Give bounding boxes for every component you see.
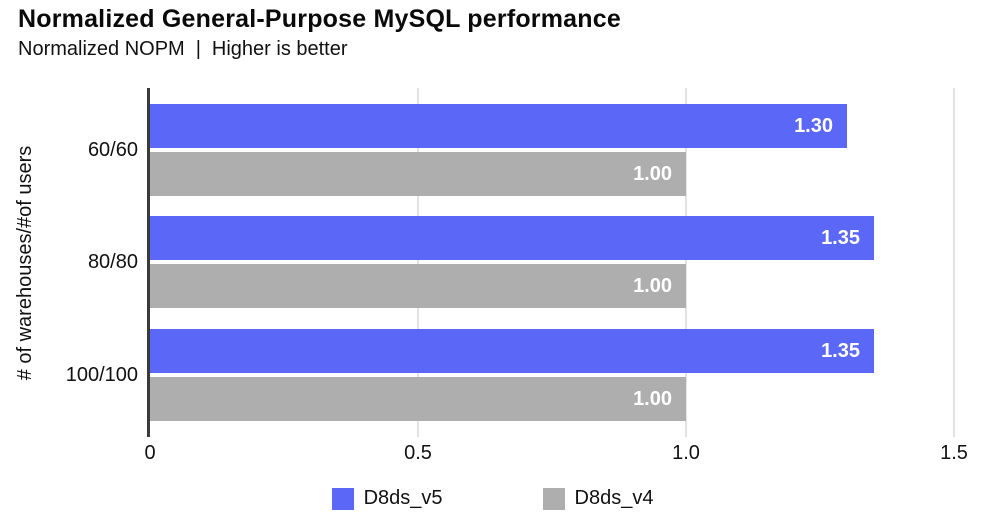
bar-d8ds_v4-80-80: 1.00 — [150, 264, 686, 308]
bar-d8ds_v5-80-80: 1.35 — [150, 216, 874, 260]
y-axis-line — [147, 88, 150, 437]
legend-swatch-d8ds_v5 — [331, 487, 354, 510]
chart-subtitle: Normalized NOPM | Higher is better — [18, 38, 348, 61]
legend-label-d8ds_v5: D8ds_v5 — [363, 487, 443, 509]
legend-swatch-d8ds_v4 — [542, 487, 565, 510]
x-tick-label-1.5: 1.5 — [940, 442, 968, 464]
bar-value-label: 1.35 — [821, 339, 860, 362]
legend-item-d8ds_v5: D8ds_v5 — [331, 487, 443, 510]
bar-d8ds_v4-100-100: 1.00 — [150, 377, 686, 421]
category-label-60-60: 60/60 — [87, 139, 138, 161]
category-label-100-100: 100/100 — [65, 364, 138, 386]
bar-d8ds_v5-100-100: 1.35 — [150, 329, 874, 373]
x-tick-label-1.0: 1.0 — [672, 442, 700, 464]
subtitle-metric: Normalized NOPM — [18, 38, 185, 60]
bar-value-label: 1.00 — [633, 162, 672, 185]
x-tick-label-0.5: 0.5 — [404, 442, 432, 464]
gridline-x-0.5 — [417, 88, 419, 437]
plot-area: 1.30 1.00 1.35 1.00 1.35 1.00 — [150, 88, 985, 437]
bar-value-label: 1.30 — [794, 114, 833, 137]
gridline-x-1.0 — [685, 88, 687, 437]
bar-d8ds_v4-60-60: 1.00 — [150, 152, 686, 196]
subtitle-separator: | — [195, 38, 201, 60]
legend-label-d8ds_v4: D8ds_v4 — [574, 487, 654, 509]
x-tick-label-0: 0 — [144, 442, 156, 464]
bar-d8ds_v5-60-60: 1.30 — [150, 104, 847, 148]
chart-title: Normalized General-Purpose MySQL perform… — [18, 5, 621, 33]
bar-value-label: 1.00 — [633, 387, 672, 410]
legend-item-d8ds_v4: D8ds_v4 — [542, 487, 654, 510]
subtitle-note: Higher is better — [211, 38, 348, 60]
category-label-80-80: 80/80 — [87, 251, 138, 273]
legend: D8ds_v5 D8ds_v4 — [0, 487, 985, 510]
bar-value-label: 1.00 — [633, 274, 672, 297]
bar-value-label: 1.35 — [821, 226, 860, 249]
gridline-x-1.5 — [953, 88, 955, 437]
